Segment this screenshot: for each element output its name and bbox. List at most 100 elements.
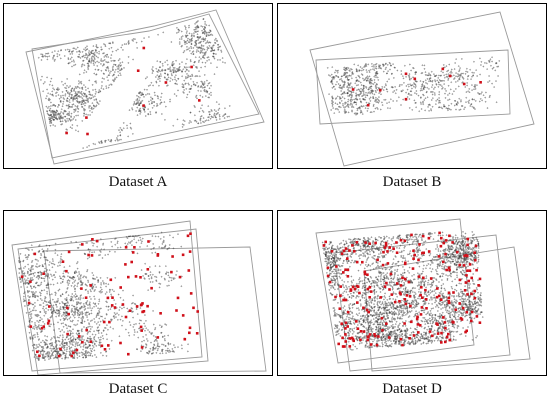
feature-point [158, 271, 161, 274]
feature-point [424, 71, 427, 73]
feature-point [409, 63, 411, 66]
feature-point [186, 73, 188, 75]
feature-point [394, 92, 397, 95]
feature-point [382, 70, 385, 73]
feature-point [384, 83, 387, 85]
feature-point [186, 93, 189, 96]
feature-point [109, 308, 112, 310]
feature-point [63, 110, 66, 113]
feature-point [18, 259, 20, 262]
feature-point [173, 93, 176, 95]
keypoint-marker [127, 275, 130, 279]
feature-point [347, 90, 350, 92]
feature-point [59, 344, 61, 346]
feature-point [473, 85, 476, 88]
feature-point [147, 113, 150, 116]
feature-point [44, 267, 46, 270]
feature-point [155, 279, 157, 282]
feature-point [349, 70, 351, 72]
feature-point [215, 119, 218, 121]
feature-point [46, 335, 49, 338]
feature-point [420, 72, 423, 75]
feature-point [373, 65, 375, 68]
feature-point [390, 98, 392, 101]
feature-point [88, 54, 91, 57]
feature-point [217, 49, 219, 51]
feature-point [377, 99, 380, 101]
feature-point [429, 253, 432, 255]
feature-point [400, 90, 403, 92]
feature-point [218, 46, 220, 48]
feature-point [367, 92, 369, 94]
feature-point [455, 72, 457, 74]
feature-point [457, 294, 460, 297]
feature-point [466, 71, 469, 73]
feature-point [409, 94, 411, 96]
feature-point [86, 337, 89, 339]
feature-point [224, 62, 226, 64]
feature-point [69, 333, 72, 336]
feature-point [457, 65, 460, 67]
feature-point [209, 30, 212, 32]
feature-point [105, 305, 108, 308]
feature-point [129, 324, 132, 326]
feature-point [430, 109, 433, 112]
feature-point [55, 95, 57, 97]
keypoint-marker [139, 303, 143, 307]
feature-point [386, 64, 389, 66]
feature-point [77, 341, 79, 344]
feature-point [100, 291, 102, 294]
feature-point [388, 327, 390, 330]
feature-point [59, 277, 62, 279]
feature-point [42, 354, 44, 357]
feature-point [88, 337, 91, 340]
feature-point [38, 276, 41, 279]
feature-point [144, 106, 146, 109]
feature-point [383, 64, 385, 66]
feature-point [145, 344, 148, 346]
feature-point [447, 69, 450, 72]
feature-point [105, 285, 107, 288]
feature-point [484, 62, 486, 64]
feature-point [420, 87, 422, 90]
feature-point [59, 260, 62, 262]
feature-point [75, 100, 78, 102]
feature-point [64, 49, 67, 51]
feature-point [138, 104, 141, 106]
feature-point [151, 69, 154, 72]
feature-point [195, 96, 197, 98]
feature-point [93, 349, 96, 352]
feature-point [70, 295, 73, 298]
feature-point [53, 274, 55, 277]
feature-point [57, 50, 60, 53]
feature-point [449, 272, 452, 275]
feature-point [67, 58, 70, 61]
feature-point [81, 282, 83, 284]
feature-point [52, 87, 54, 90]
feature-point [38, 343, 40, 346]
feature-point [434, 75, 437, 77]
keypoint-marker [186, 234, 190, 238]
feature-point [430, 270, 433, 273]
keypoint-marker [84, 296, 88, 299]
feature-point [471, 89, 473, 91]
feature-point [174, 346, 176, 349]
feature-point [93, 99, 96, 101]
feature-point [25, 282, 27, 285]
keypoint-marker [150, 286, 153, 290]
feature-point [477, 308, 480, 310]
feature-point [36, 333, 39, 336]
feature-point [375, 86, 378, 89]
feature-point [141, 240, 143, 243]
feature-point [114, 78, 116, 81]
feature-point [47, 107, 49, 109]
feature-point [99, 290, 102, 292]
feature-point [490, 64, 492, 67]
feature-point [97, 336, 100, 339]
feature-point [388, 101, 390, 104]
feature-point [46, 112, 49, 115]
feature-point [371, 92, 374, 95]
feature-point [439, 325, 441, 328]
feature-point [45, 52, 47, 55]
feature-point [186, 96, 188, 99]
